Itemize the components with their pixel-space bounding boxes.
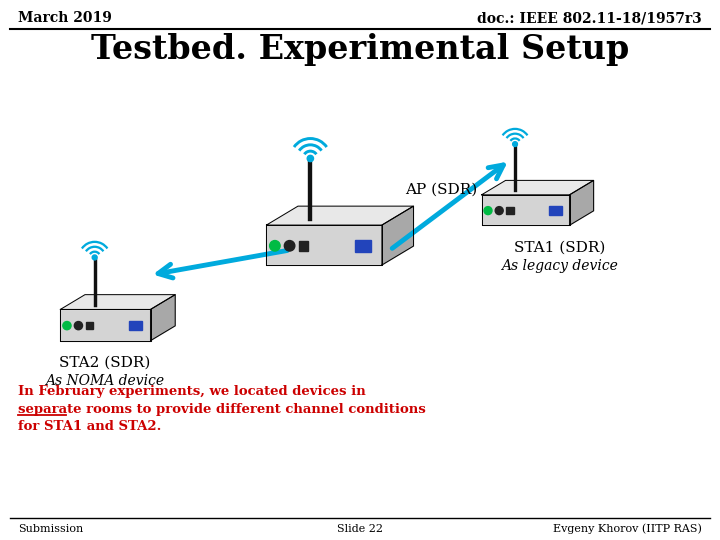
Text: In February experiments, we located devices in: In February experiments, we located devi… [18, 386, 366, 399]
Text: STA1 (SDR): STA1 (SDR) [514, 241, 606, 255]
Text: Submission: Submission [18, 524, 84, 534]
Text: doc.: IEEE 802.11-18/1957r3: doc.: IEEE 802.11-18/1957r3 [477, 11, 702, 25]
Text: Evgeny Khorov (IITP RAS): Evgeny Khorov (IITP RAS) [553, 524, 702, 534]
Text: separate rooms to provide different channel conditions: separate rooms to provide different chan… [18, 402, 426, 415]
Polygon shape [482, 180, 593, 195]
Text: Testbed. Experimental Setup: Testbed. Experimental Setup [91, 33, 629, 66]
Circle shape [307, 156, 313, 161]
Bar [86, 322, 93, 329]
Circle shape [269, 240, 280, 251]
Text: March 2019: March 2019 [18, 11, 112, 25]
Polygon shape [60, 309, 150, 341]
Bar [299, 241, 308, 251]
Text: AP (SDR): AP (SDR) [405, 183, 477, 197]
Circle shape [284, 240, 294, 251]
Polygon shape [266, 225, 382, 265]
Circle shape [63, 321, 71, 330]
Text: As legacy device: As legacy device [502, 259, 618, 273]
Text: for STA1 and STA2.: for STA1 and STA2. [18, 420, 161, 433]
Circle shape [484, 207, 492, 214]
Circle shape [92, 255, 97, 260]
Bar [130, 321, 143, 330]
Circle shape [74, 321, 83, 330]
Polygon shape [382, 206, 413, 265]
Polygon shape [266, 206, 413, 225]
Bar [506, 207, 513, 214]
Text: STA2 (SDR): STA2 (SDR) [59, 356, 150, 370]
Text: As NOMA device: As NOMA device [45, 374, 165, 388]
Circle shape [495, 207, 503, 214]
Bar [549, 206, 562, 215]
Polygon shape [150, 295, 175, 341]
Polygon shape [570, 180, 593, 225]
Polygon shape [60, 295, 175, 309]
Bar [355, 240, 372, 252]
Text: Slide 22: Slide 22 [337, 524, 383, 534]
Polygon shape [482, 195, 570, 225]
Circle shape [513, 141, 518, 146]
